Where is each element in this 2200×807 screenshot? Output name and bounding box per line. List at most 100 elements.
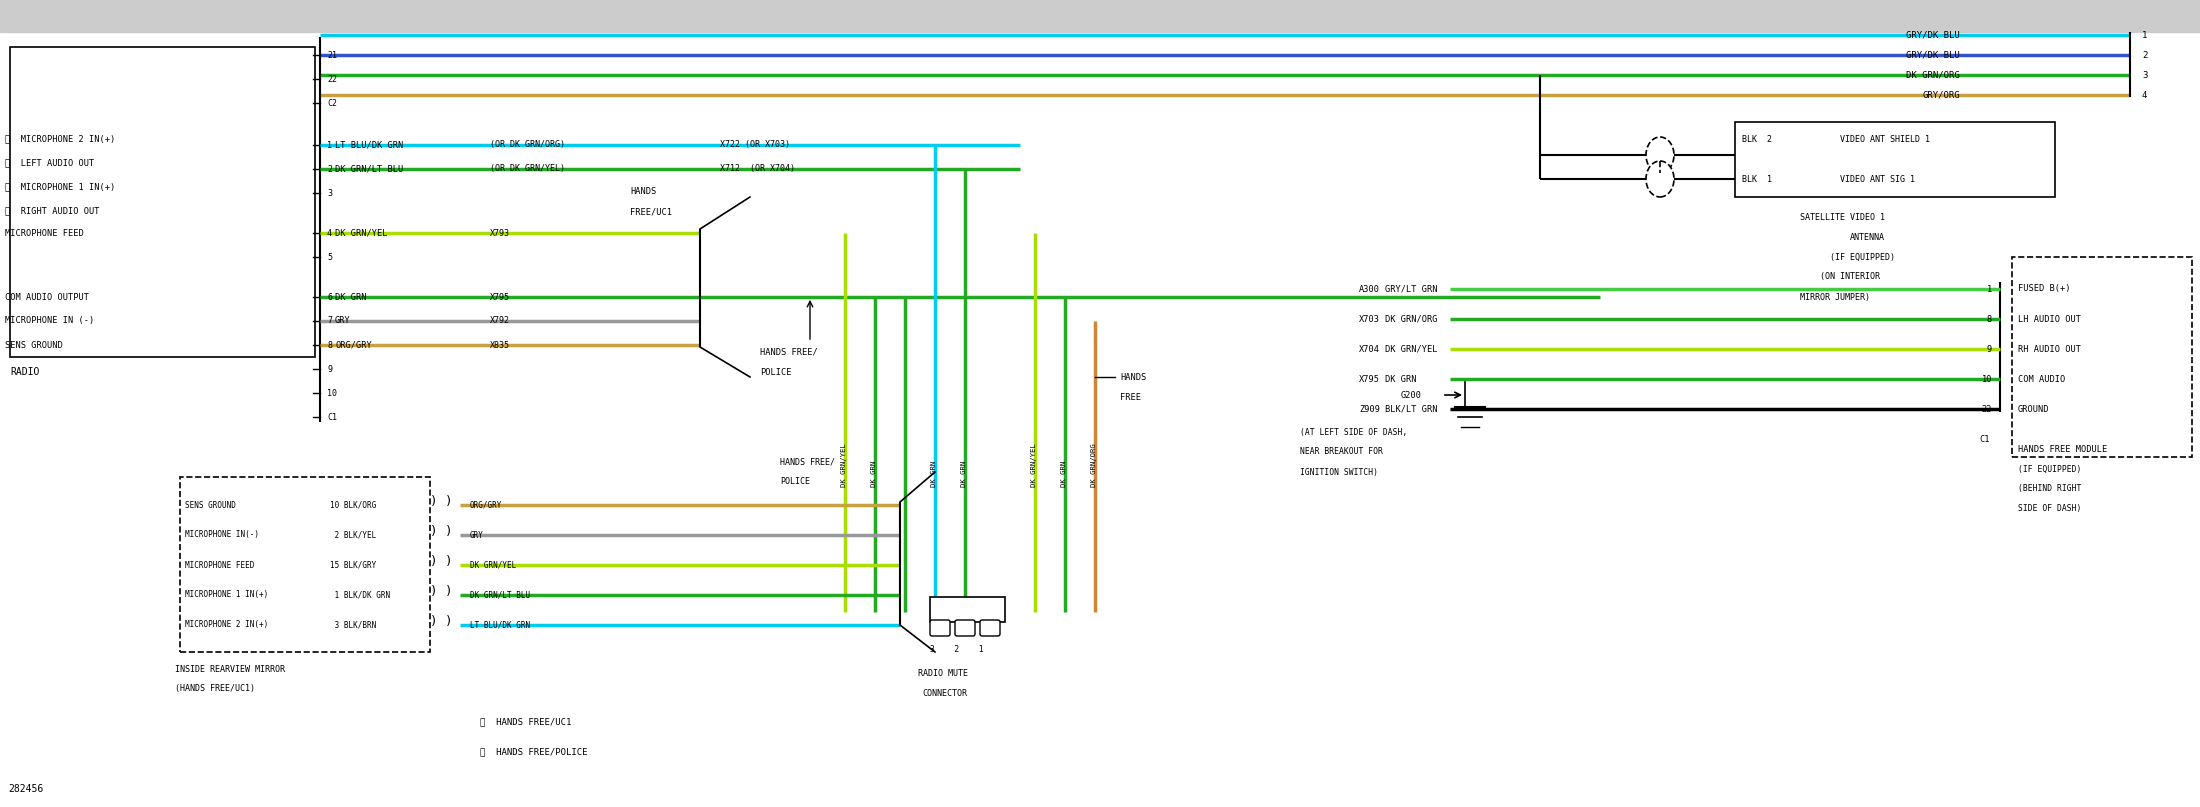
Text: BLK  2: BLK 2 (1742, 135, 1771, 144)
Text: 8: 8 (328, 341, 332, 349)
Text: 22: 22 (1982, 404, 1991, 413)
Text: DK GRN: DK GRN (961, 461, 968, 487)
Text: GRY/LT GRN: GRY/LT GRN (1386, 285, 1437, 294)
Text: FREE: FREE (1120, 392, 1142, 402)
Text: X795: X795 (491, 292, 510, 302)
Text: DK GRN/YEL: DK GRN/YEL (1032, 443, 1036, 487)
Ellipse shape (1646, 161, 1674, 197)
Text: 10: 10 (1982, 374, 1991, 383)
Text: ): ) (429, 525, 438, 538)
Text: 282456: 282456 (9, 784, 44, 794)
Text: ①  HANDS FREE/UC1: ① HANDS FREE/UC1 (480, 717, 572, 726)
Text: SIDE OF DASH): SIDE OF DASH) (2017, 504, 2081, 513)
Text: MIRROR JUMPER): MIRROR JUMPER) (1800, 292, 1870, 302)
Text: (OR DK GRN/ORG): (OR DK GRN/ORG) (491, 140, 565, 149)
Bar (0, 0, 2200, 32)
Text: DK GRN/ORG: DK GRN/ORG (1091, 443, 1098, 487)
Text: 22: 22 (328, 74, 337, 83)
Text: 2: 2 (2143, 51, 2147, 60)
Text: ①  MICROPHONE 2 IN(+): ① MICROPHONE 2 IN(+) (4, 135, 114, 144)
Text: ②  HANDS FREE/POLICE: ② HANDS FREE/POLICE (480, 747, 587, 756)
Text: DK GRN/YEL: DK GRN/YEL (471, 561, 517, 570)
Text: POLICE: POLICE (781, 478, 810, 487)
Text: (AT LEFT SIDE OF DASH,: (AT LEFT SIDE OF DASH, (1300, 428, 1408, 437)
Text: 15 BLK/GRY: 15 BLK/GRY (330, 561, 376, 570)
Text: DK GRN: DK GRN (1386, 374, 1417, 383)
Text: 7: 7 (328, 316, 332, 325)
Text: X793: X793 (491, 228, 510, 237)
Text: RADIO MUTE: RADIO MUTE (917, 670, 968, 679)
Text: FUSED B(+): FUSED B(+) (2017, 285, 2070, 294)
Text: ): ) (429, 586, 438, 599)
Text: ①  MICROPHONE 1 IN(+): ① MICROPHONE 1 IN(+) (4, 182, 114, 191)
Text: ANTENNA: ANTENNA (1850, 232, 1885, 241)
Text: MICROPHONE FEED: MICROPHONE FEED (185, 561, 255, 570)
Text: CONNECTOR: CONNECTOR (922, 689, 968, 699)
Text: DK GRN/ORG: DK GRN/ORG (1905, 70, 1960, 80)
Text: 9: 9 (1987, 345, 1991, 353)
Text: 8: 8 (1987, 315, 1991, 324)
Text: 2: 2 (328, 165, 332, 174)
Bar (931, 597, 1005, 622)
Text: G200: G200 (1401, 391, 1421, 399)
Text: NEAR BREAKOUT FOR: NEAR BREAKOUT FOR (1300, 448, 1384, 457)
Text: FREE/UC1: FREE/UC1 (629, 207, 671, 216)
Text: MICROPHONE IN(-): MICROPHONE IN(-) (185, 530, 260, 540)
Text: GRY/DK BLU: GRY/DK BLU (1905, 51, 1960, 60)
Text: X795: X795 (1360, 374, 1379, 383)
Text: DK GRN: DK GRN (334, 292, 367, 302)
Text: COM AUDIO OUTPUT: COM AUDIO OUTPUT (4, 292, 88, 302)
Text: HANDS FREE MODULE: HANDS FREE MODULE (2017, 445, 2108, 454)
Text: (IF EQUIPPED): (IF EQUIPPED) (1830, 253, 1894, 261)
Text: HANDS: HANDS (629, 187, 656, 196)
Text: DK GRN: DK GRN (1060, 461, 1067, 487)
Text: 10 BLK/ORG: 10 BLK/ORG (330, 500, 376, 509)
Text: X712  (OR X704): X712 (OR X704) (719, 165, 794, 174)
Text: Z909: Z909 (1360, 404, 1379, 413)
Text: HANDS FREE/: HANDS FREE/ (759, 348, 818, 357)
Text: 1: 1 (2143, 31, 2147, 40)
Text: BLK  1: BLK 1 (1742, 174, 1771, 183)
Text: GRY: GRY (471, 530, 484, 540)
Text: 2 BLK/YEL: 2 BLK/YEL (330, 530, 376, 540)
Text: ②  LEFT AUDIO OUT: ② LEFT AUDIO OUT (4, 158, 95, 168)
Text: INSIDE REARVIEW MIRROR: INSIDE REARVIEW MIRROR (176, 664, 286, 674)
Text: GRY/ORG: GRY/ORG (1923, 90, 1960, 99)
Text: GRY/DK BLU: GRY/DK BLU (1905, 31, 1960, 40)
Text: C2: C2 (328, 98, 337, 107)
FancyBboxPatch shape (931, 620, 950, 636)
Text: ): ) (429, 616, 438, 629)
Text: ): ) (444, 555, 453, 568)
Text: DK GRN: DK GRN (931, 461, 937, 487)
Text: HANDS: HANDS (1120, 373, 1146, 382)
Text: LT BLU/DK GRN: LT BLU/DK GRN (471, 621, 530, 629)
Text: DK GRN/YEL: DK GRN/YEL (334, 228, 387, 237)
Text: GRY: GRY (334, 316, 350, 325)
Text: 9: 9 (328, 365, 332, 374)
Text: X792: X792 (491, 316, 510, 325)
Text: DK GRN: DK GRN (871, 461, 878, 487)
Text: MICROPHONE 2 IN(+): MICROPHONE 2 IN(+) (185, 621, 268, 629)
Text: DK GRN/ORG: DK GRN/ORG (1386, 315, 1437, 324)
Text: LH AUDIO OUT: LH AUDIO OUT (2017, 315, 2081, 324)
Text: ): ) (444, 616, 453, 629)
Text: 1: 1 (1987, 285, 1991, 294)
Text: 3: 3 (2143, 70, 2147, 80)
Text: SATELLITE VIDEO 1: SATELLITE VIDEO 1 (1800, 212, 1885, 221)
Text: ): ) (444, 525, 453, 538)
Text: DK GRN/LT BLU: DK GRN/LT BLU (471, 591, 530, 600)
FancyBboxPatch shape (979, 620, 1001, 636)
Text: ): ) (444, 586, 453, 599)
Text: 4: 4 (2143, 90, 2147, 99)
Text: RADIO: RADIO (11, 367, 40, 377)
Text: MICROPHONE IN (-): MICROPHONE IN (-) (4, 316, 95, 325)
Text: DK GRN/LT BLU: DK GRN/LT BLU (334, 165, 403, 174)
Text: DK GRN/YEL: DK GRN/YEL (840, 443, 847, 487)
Text: 6: 6 (328, 292, 332, 302)
Text: ORG/GRY: ORG/GRY (334, 341, 372, 349)
Ellipse shape (1646, 137, 1674, 173)
Text: HANDS FREE/: HANDS FREE/ (781, 458, 836, 466)
Text: A300: A300 (1360, 285, 1379, 294)
Text: ②  RIGHT AUDIO OUT: ② RIGHT AUDIO OUT (4, 207, 99, 215)
Text: X835: X835 (491, 341, 510, 349)
